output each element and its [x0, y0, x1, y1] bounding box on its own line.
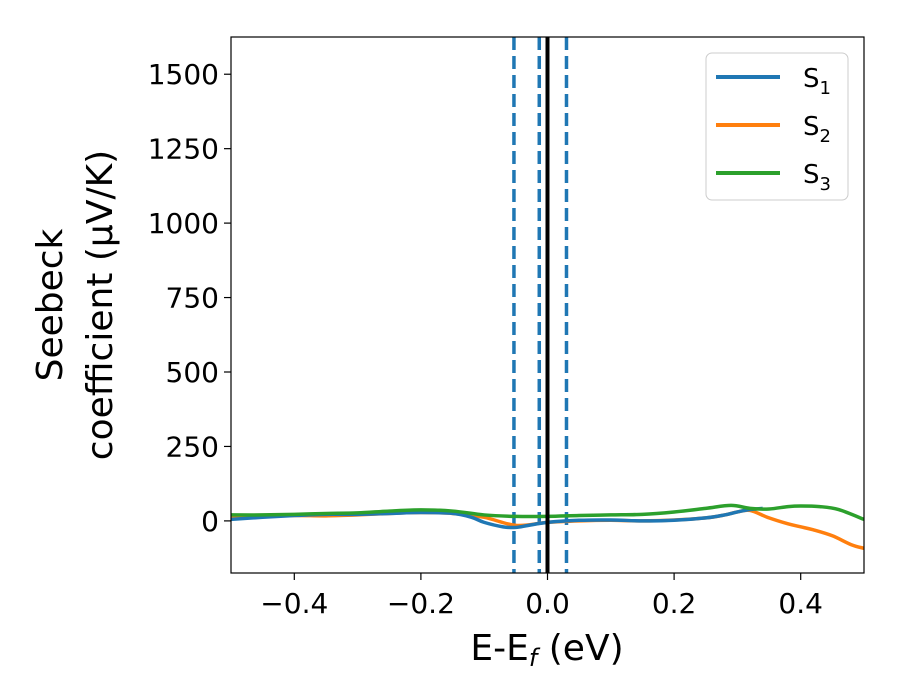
y-axis-label-line2: coefficient (μV/K): [80, 150, 121, 460]
series-line-S3: [231, 503, 864, 522]
x-tick-label: 0.4: [778, 587, 823, 620]
y-axis-label: Seebeck coefficient (μV/K): [30, 150, 121, 460]
x-axis-label-main: E-E: [470, 628, 528, 669]
y-tick-label: 500: [166, 356, 219, 389]
legend-label-S3: S3: [803, 160, 831, 195]
x-tick-label: 0.2: [652, 587, 697, 620]
x-tick-label: −0.4: [260, 587, 328, 620]
series-layer: [231, 503, 864, 550]
y-tick-label: 750: [166, 282, 219, 315]
legend-label-S1: S1: [803, 64, 831, 99]
vertical-lines: [512, 37, 569, 573]
x-ticks: −0.4 −0.2 0.0 0.2 0.4: [260, 573, 823, 620]
y-axis-label-line1: Seebeck: [30, 228, 71, 381]
y-ticks: 0 250 500 750 1000 1250 1500: [148, 58, 231, 538]
legend: S1 S2 S3: [705, 52, 849, 201]
y-tick-label: 0: [201, 505, 219, 538]
y-tick-label: 1500: [148, 58, 219, 91]
x-axis-label: E-Ef (eV): [470, 628, 623, 672]
legend-label-S2: S2: [803, 112, 831, 147]
y-tick-label: 1250: [148, 133, 219, 166]
x-tick-label: 0.0: [525, 587, 570, 620]
x-axis-label-unit: (eV): [537, 628, 623, 669]
y-tick-label: 1000: [148, 207, 219, 240]
y-tick-label: 250: [166, 430, 219, 463]
x-tick-label: −0.2: [387, 587, 455, 620]
